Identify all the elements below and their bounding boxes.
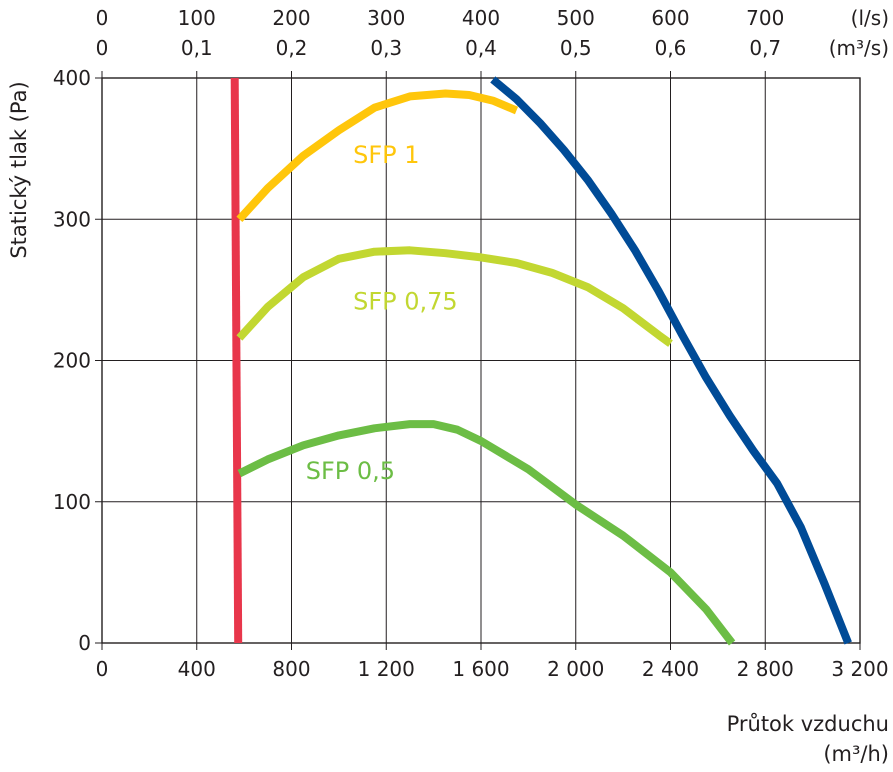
y-tick-label: 200 [53,349,91,373]
top-tick-label-m3s: 0,2 [276,36,308,60]
series-line-sfp-0-5 [237,420,736,646]
curve-label: SFP 0,75 [353,288,458,316]
top-tick-label-m3s: 0,5 [560,36,592,60]
x-tick-label: 400 [178,657,216,681]
y-tick-label: 100 [53,490,91,514]
chart-axes: 0 400 800 1 200 1 600 2 000 2 400 2 800 3 200010… [7,6,889,766]
series-line-sfp-1 [236,89,519,222]
x-tick-label: 2 000 [547,657,604,681]
x-tick-label: 800 [272,657,310,681]
chart-grid [101,77,861,644]
top-tick-label-m3s: 0 [96,36,109,60]
y-tick-label: 0 [78,631,91,655]
series-line-sfp-0-75 [236,246,673,347]
top-tick-label-ls: 700 [746,6,784,30]
x-tick-label: 3 200 [831,657,888,681]
top-tick-label-ls: 300 [367,6,405,30]
top-tick-label-m3s: 0,1 [181,36,213,60]
series-line-3 [490,76,852,645]
series-line-4 [230,77,243,644]
top-tick-label-ls: 200 [272,6,310,30]
y-tick-label: 400 [53,66,91,90]
curve-label: SFP 0,5 [306,457,395,485]
top-tick-label-ls: 400 [462,6,500,30]
chart-annotations: SFP 1 SFP 0,75 SFP 0,5 [306,141,458,485]
x-tick-label: 0 [96,657,109,681]
chart-series [230,76,852,646]
y-axis-title: Statický tlak (Pa) [7,81,31,258]
x-tick-label: 1 200 [358,657,415,681]
top-tick-label-m3s: 0,6 [655,36,687,60]
top-tick-label-ls: 600 [651,6,689,30]
top-tick-label-ls: 500 [557,6,595,30]
y-tick-label: 300 [53,207,91,231]
top-axis-unit-m3s: (m³/s) [829,36,889,60]
curve-label: SFP 1 [353,141,419,169]
top-axis-unit-ls: (l/s) [851,6,889,30]
top-tick-label-m3s: 0,7 [749,36,781,60]
x-axis-unit: (m³/h) [823,742,889,766]
x-tick-label: 2 800 [737,657,794,681]
x-tick-label: 2 400 [642,657,699,681]
top-tick-label-ls: 100 [178,6,216,30]
x-axis-title: Průtok vzduchu [727,712,889,736]
top-tick-label-m3s: 0,4 [465,36,497,60]
top-tick-label-ls: 0 [96,6,109,30]
x-tick-label: 1 600 [452,657,509,681]
top-tick-label-m3s: 0,3 [370,36,402,60]
